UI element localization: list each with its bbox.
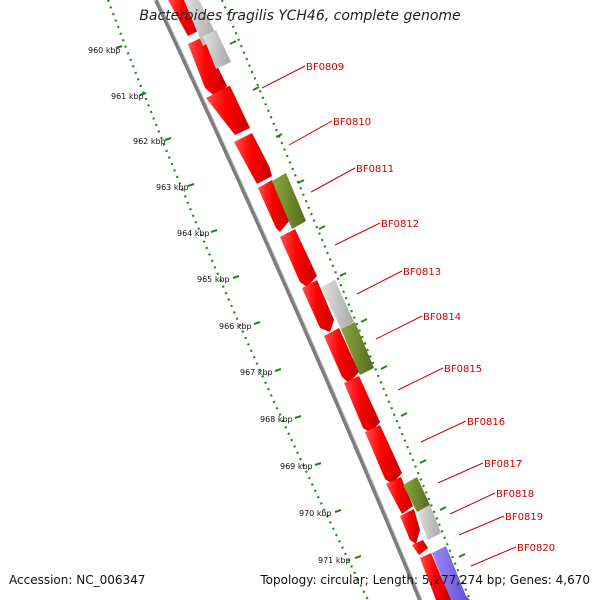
gene-label[interactable]: BF0819: [505, 512, 543, 523]
gene-arrow: [188, 37, 227, 98]
gene-arrow: [412, 540, 428, 555]
kbp-label: 970 kbp: [299, 509, 332, 518]
kbp-label: 962 kbp: [133, 137, 166, 146]
kbp-scale-line: [106, 0, 369, 600]
outer-tick: [458, 553, 466, 558]
kbp-tick: [334, 509, 342, 513]
kbp-label: 965 kbp: [197, 275, 230, 284]
kbp-label: 960 kbp: [88, 46, 121, 55]
gene-label[interactable]: BF0809: [306, 62, 344, 73]
kbp-tick: [232, 275, 240, 279]
kbp-tick: [253, 321, 261, 325]
gene-labels: BF0809 BF0810 BF0811 BF0812 BF0813 BF081…: [306, 62, 555, 554]
green-feature: [341, 322, 374, 375]
gene-label-leaders: [261, 65, 517, 567]
outer-scale-line: [220, 0, 472, 600]
gene-arrow: [168, 0, 200, 36]
outer-ticks: [229, 40, 466, 558]
blue-feature: [432, 546, 470, 600]
gene-arrow: [234, 133, 272, 184]
outer-tick: [297, 179, 305, 184]
forward-strand-features: [184, 0, 470, 600]
leader-line: [310, 167, 356, 193]
accession-text: Accession: NC_006347: [9, 573, 146, 587]
leader-line: [334, 222, 381, 246]
kbp-label: 964 kbp: [177, 229, 210, 238]
kbp-tick: [139, 92, 147, 96]
outer-tick: [400, 412, 408, 417]
leader-line: [458, 515, 505, 536]
leader-line: [397, 367, 444, 391]
gene-label[interactable]: BF0817: [484, 459, 522, 470]
leader-line: [470, 546, 517, 567]
outer-tick: [252, 86, 260, 91]
gene-label[interactable]: BF0815: [444, 364, 482, 375]
grey-feature: [203, 30, 231, 69]
gene-label[interactable]: BF0816: [467, 417, 505, 428]
kbp-tick: [164, 137, 172, 141]
gene-arrow: [400, 509, 420, 544]
kbp-tick: [210, 229, 218, 233]
leader-line: [375, 315, 423, 340]
kbp-tick: [274, 368, 282, 372]
kbp-label: 971 kbp: [318, 556, 351, 565]
genome-backbone: [154, 0, 422, 600]
outer-tick: [360, 318, 368, 323]
gene-label[interactable]: BF0820: [517, 543, 555, 554]
map-title: Bacteroides fragilis YCH46, complete gen…: [139, 8, 461, 24]
kbp-tick: [314, 462, 322, 466]
leader-line: [420, 420, 467, 443]
gene-arrow: [344, 376, 380, 433]
leader-line: [449, 492, 496, 515]
gene-arrow: [420, 553, 452, 600]
kbp-label: 963 kbp: [156, 183, 189, 192]
outer-tick: [229, 40, 237, 45]
outer-tick: [419, 459, 427, 464]
kbp-label: 967 kbp: [240, 368, 273, 377]
leader-line: [356, 270, 403, 295]
outer-tick: [318, 225, 326, 230]
gene-arrow: [206, 86, 250, 135]
gene-arrow: [365, 425, 402, 484]
outer-tick: [339, 272, 347, 277]
kbp-ticks: 960 kbp 961 kbp 962 kbp 963 kbp 964 kbp …: [88, 45, 362, 565]
outer-tick: [275, 133, 283, 138]
kbp-tick: [354, 555, 362, 559]
grey-feature: [321, 280, 354, 329]
green-feature: [403, 477, 430, 512]
kbp-tick: [294, 415, 302, 419]
leader-line: [261, 65, 306, 89]
green-feature: [272, 173, 306, 229]
kbp-label: 961 kbp: [111, 92, 144, 101]
gene-label[interactable]: BF0810: [333, 117, 371, 128]
grey-feature: [417, 505, 441, 540]
gene-label[interactable]: BF0813: [403, 267, 441, 278]
gene-arrow: [386, 477, 413, 514]
gene-label[interactable]: BF0814: [423, 312, 461, 323]
gene-arrow: [324, 328, 359, 383]
kbp-label: 969 kbp: [280, 462, 313, 471]
leader-line: [437, 462, 484, 484]
kbp-label: 968 kbp: [260, 415, 293, 424]
gene-label[interactable]: BF0812: [381, 219, 419, 230]
outer-tick: [380, 365, 388, 370]
reverse-strand-genes: [168, 0, 452, 600]
kbp-tick: [115, 45, 123, 49]
kbp-tick: [187, 183, 195, 187]
gene-label[interactable]: BF0818: [496, 489, 534, 500]
gene-arrow: [280, 229, 317, 287]
gene-arrow: [258, 180, 290, 232]
gene-arrow: [302, 280, 334, 332]
gene-label[interactable]: BF0811: [356, 164, 394, 175]
kbp-label: 966 kbp: [219, 322, 252, 331]
outer-tick: [439, 506, 447, 511]
genome-backbone-highlight: [157, 0, 423, 600]
topology-text: Topology: circular; Length: 5,277,274 bp…: [260, 573, 590, 587]
leader-line: [288, 120, 333, 146]
